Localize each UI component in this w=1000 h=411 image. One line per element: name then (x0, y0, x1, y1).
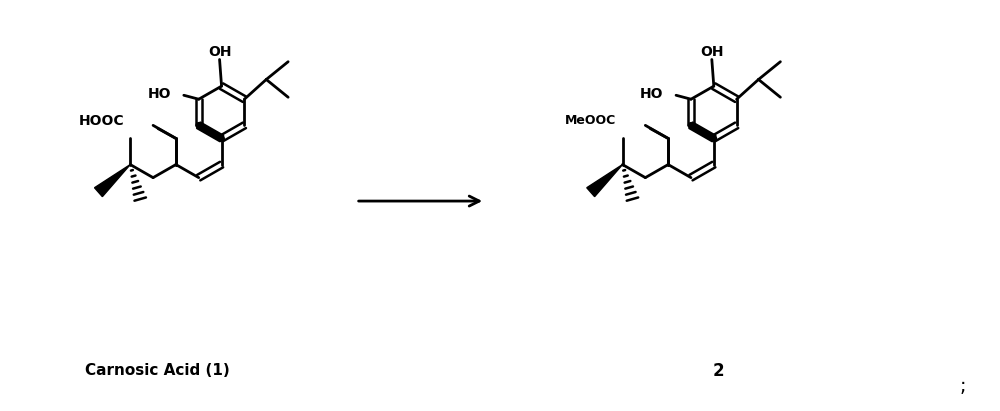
Text: OH: OH (208, 44, 231, 58)
Polygon shape (587, 164, 623, 196)
Text: OH: OH (700, 44, 724, 58)
Text: HOOC: HOOC (79, 114, 124, 128)
Text: 2: 2 (713, 362, 725, 380)
Text: ;: ; (959, 377, 966, 396)
Polygon shape (95, 164, 130, 196)
Text: HO: HO (640, 87, 663, 101)
Text: MeOOC: MeOOC (565, 114, 616, 127)
Text: Carnosic Acid (1): Carnosic Acid (1) (85, 363, 229, 378)
Text: HO: HO (147, 87, 171, 101)
